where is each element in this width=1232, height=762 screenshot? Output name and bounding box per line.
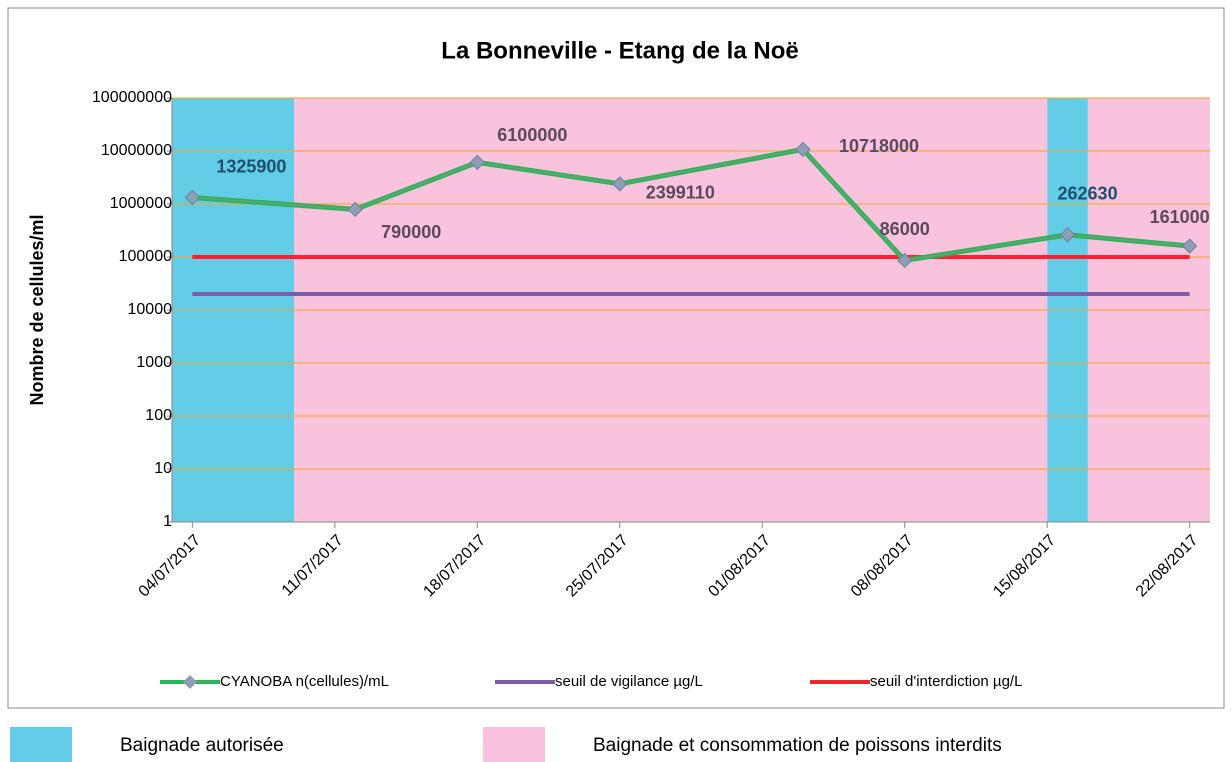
legend-label: CYANOBA n(cellules)/mL xyxy=(220,673,389,690)
marker xyxy=(347,201,363,218)
band-legend-swatch xyxy=(483,727,545,762)
legend-label: seuil d'interdiction µg/L xyxy=(870,673,1022,690)
band-legend-swatch xyxy=(10,727,72,762)
marker xyxy=(1059,227,1076,243)
y-tick-label: 1000000 xyxy=(110,195,172,212)
y-tick-label: 100000000 xyxy=(92,89,172,106)
data-label: 262630 xyxy=(1058,184,1118,204)
y-tick-label: 100000 xyxy=(119,248,172,265)
band-legend-label: Baignade autorisée xyxy=(120,735,284,756)
legend-item: seuil de vigilance µg/L xyxy=(495,673,703,690)
y-tick-label: 10000 xyxy=(128,301,173,318)
marker xyxy=(1181,238,1198,254)
marker xyxy=(612,176,628,192)
y-tick-label: 100 xyxy=(145,407,172,424)
data-label: 86000 xyxy=(880,219,930,239)
chart-title: La Bonneville - Etang de la Noë xyxy=(441,37,798,64)
marker xyxy=(469,154,486,171)
data-label: 10718000 xyxy=(839,136,919,156)
y-tick-label: 10000000 xyxy=(101,142,172,159)
y-tick-label: 1000 xyxy=(136,354,172,371)
y-axis-label: Nombre de cellules/ml xyxy=(27,214,47,405)
data-label: 2399110 xyxy=(646,183,715,203)
y-tick-label: 10 xyxy=(154,460,172,477)
legend-marker xyxy=(183,675,197,689)
marker xyxy=(184,189,201,206)
data-label: 161000 xyxy=(1150,207,1210,227)
y-tick-label: 1 xyxy=(163,513,172,530)
marker xyxy=(795,141,811,158)
band-legend-label: Baignade et consommation de poissons int… xyxy=(593,735,1002,756)
legend-label: seuil de vigilance µg/L xyxy=(555,673,703,690)
data-label: 790000 xyxy=(381,222,441,242)
legend-item: CYANOBA n(cellules)/mL xyxy=(160,673,389,690)
data-label: 1325900 xyxy=(216,156,286,176)
series-line-overlay xyxy=(192,148,1190,262)
marker xyxy=(896,252,913,269)
data-label: 6100000 xyxy=(497,125,567,145)
legend-item: seuil d'interdiction µg/L xyxy=(810,673,1022,690)
